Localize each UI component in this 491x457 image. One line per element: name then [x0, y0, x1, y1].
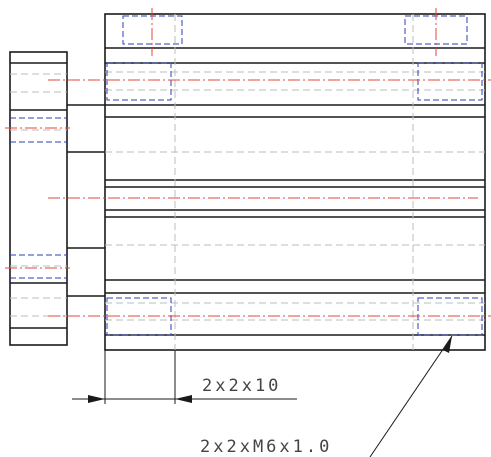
- main-view: [48, 8, 491, 351]
- main-view-outline: [104, 13, 486, 351]
- counterbore-dimension: 2x2x10: [72, 350, 297, 404]
- dimension-arrow-left: [88, 395, 105, 403]
- side-view-outline: [9, 51, 68, 346]
- side-view: [5, 51, 105, 346]
- thread-callout-text: 2x2xM6x1.0: [200, 437, 332, 457]
- counterbore-dimension-text: 2x2x10: [202, 376, 281, 396]
- dimension-arrow-right: [175, 395, 192, 403]
- thread-callout-leader: 2x2xM6x1.0: [200, 335, 453, 457]
- leader-arrow: [443, 336, 452, 353]
